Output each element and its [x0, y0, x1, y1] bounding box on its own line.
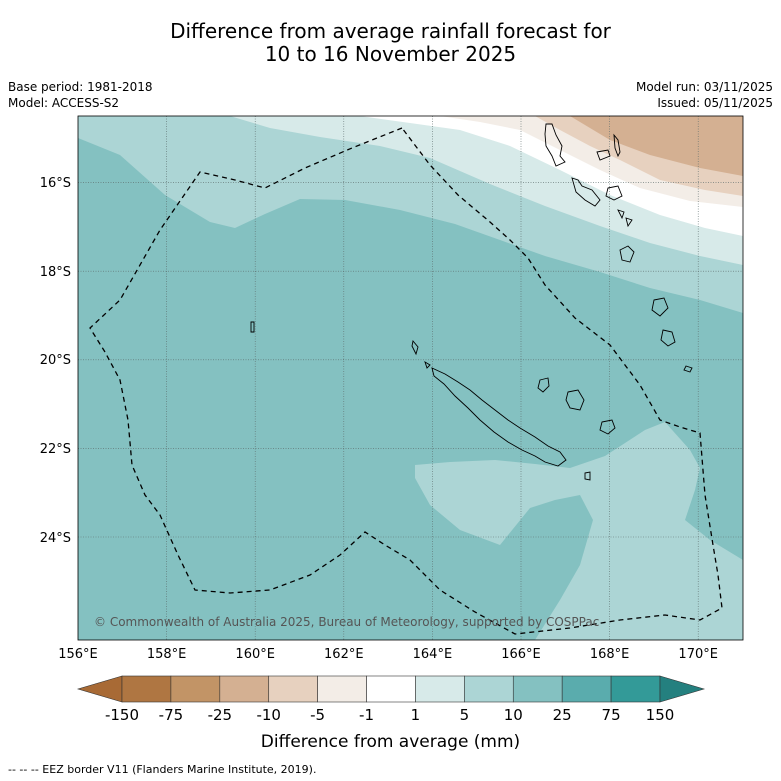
colorbar-tick-label: 150: [646, 706, 675, 724]
colorbar-segment: [121, 675, 172, 703]
rainfall-anomaly-map: [78, 116, 743, 640]
title-line-2: 10 to 16 November 2025: [264, 42, 517, 66]
colorbar-segment: [170, 675, 221, 703]
colorbar-tick-label: -5: [310, 706, 325, 724]
colorbar-segment: [268, 675, 318, 703]
model-name: Model: ACCESS-S2: [8, 96, 120, 110]
colorbar-tick-label: -75: [159, 706, 184, 724]
zone-minus10-minus25: [570, 116, 743, 176]
copyright-text: © Commonwealth of Australia 2025, Bureau…: [94, 615, 599, 629]
lon-label: 166°E: [501, 647, 541, 662]
base-period: Base period: 1981-2018: [8, 80, 153, 94]
colorbar-segment: [415, 675, 465, 703]
new-caledonia-coast: [431, 367, 567, 467]
colorbar-tick-label: 25: [553, 706, 572, 724]
map-frame: [77, 115, 744, 641]
lon-label: 158°E: [147, 647, 187, 662]
lon-label: 168°E: [590, 647, 630, 662]
zone-5-10-south: [415, 422, 743, 640]
lon-label: 156°E: [58, 647, 98, 662]
colorbar-tick-label: -1: [359, 706, 374, 724]
eez-legend: -- -- -- EEZ border V11 (Flanders Marine…: [8, 763, 317, 776]
colorbar-extend-high: [659, 675, 706, 703]
colorbar-tick-label: 75: [602, 706, 621, 724]
lon-label: 162°E: [324, 647, 364, 662]
coastlines: [250, 123, 693, 481]
colorbar-tick-label: 5: [460, 706, 470, 724]
colorbar-segment: [366, 675, 416, 703]
colorbar-tick-label: -150: [105, 706, 139, 724]
issued-date: Issued: 05/11/2025: [657, 96, 773, 110]
meta-right: Model run: 03/11/2025 Issued: 05/11/2025: [636, 79, 773, 111]
model-run: Model run: 03/11/2025: [635, 80, 773, 94]
colorbar-tick-label: 1: [411, 706, 421, 724]
lat-label: 20°S: [40, 353, 71, 368]
colorbar: -150 -75 -25 -10 -5 -1 1 5 10 25 75 150: [76, 675, 706, 724]
colorbar-segment: [219, 675, 270, 703]
lon-label: 160°E: [235, 647, 275, 662]
meta-left: Base period: 1981-2018 Model: ACCESS-S2: [8, 79, 153, 111]
colorbar-segment: [610, 675, 661, 703]
colorbar-tick-label: -10: [256, 706, 281, 724]
map-title: Difference from average rainfall forecas…: [0, 20, 781, 66]
colorbar-tick-label: -25: [208, 706, 233, 724]
colorbar-tick-label: 10: [504, 706, 523, 724]
lat-label: 22°S: [40, 442, 71, 457]
lat-label: 24°S: [40, 531, 71, 546]
lat-label: 16°S: [40, 176, 71, 191]
colorbar-segment: [464, 675, 514, 703]
colorbar-label: Difference from average (mm): [261, 732, 520, 752]
colorbar-segment: [317, 675, 367, 703]
colorbar-segment: [512, 675, 563, 703]
title-line-1: Difference from average rainfall forecas…: [170, 19, 611, 43]
eez-border: [89, 127, 723, 635]
colorbar-segment: [561, 675, 612, 703]
colorbar-extend-low: [76, 675, 123, 703]
lat-label: 18°S: [40, 265, 71, 280]
lon-labels: 156°E 158°E 160°E 162°E 164°E 166°E 168°…: [58, 647, 718, 662]
graticule: [78, 116, 743, 640]
lon-label: 170°E: [678, 647, 718, 662]
lat-labels: 16°S 18°S 20°S 22°S 24°S: [40, 176, 71, 546]
lon-label: 164°E: [413, 647, 453, 662]
